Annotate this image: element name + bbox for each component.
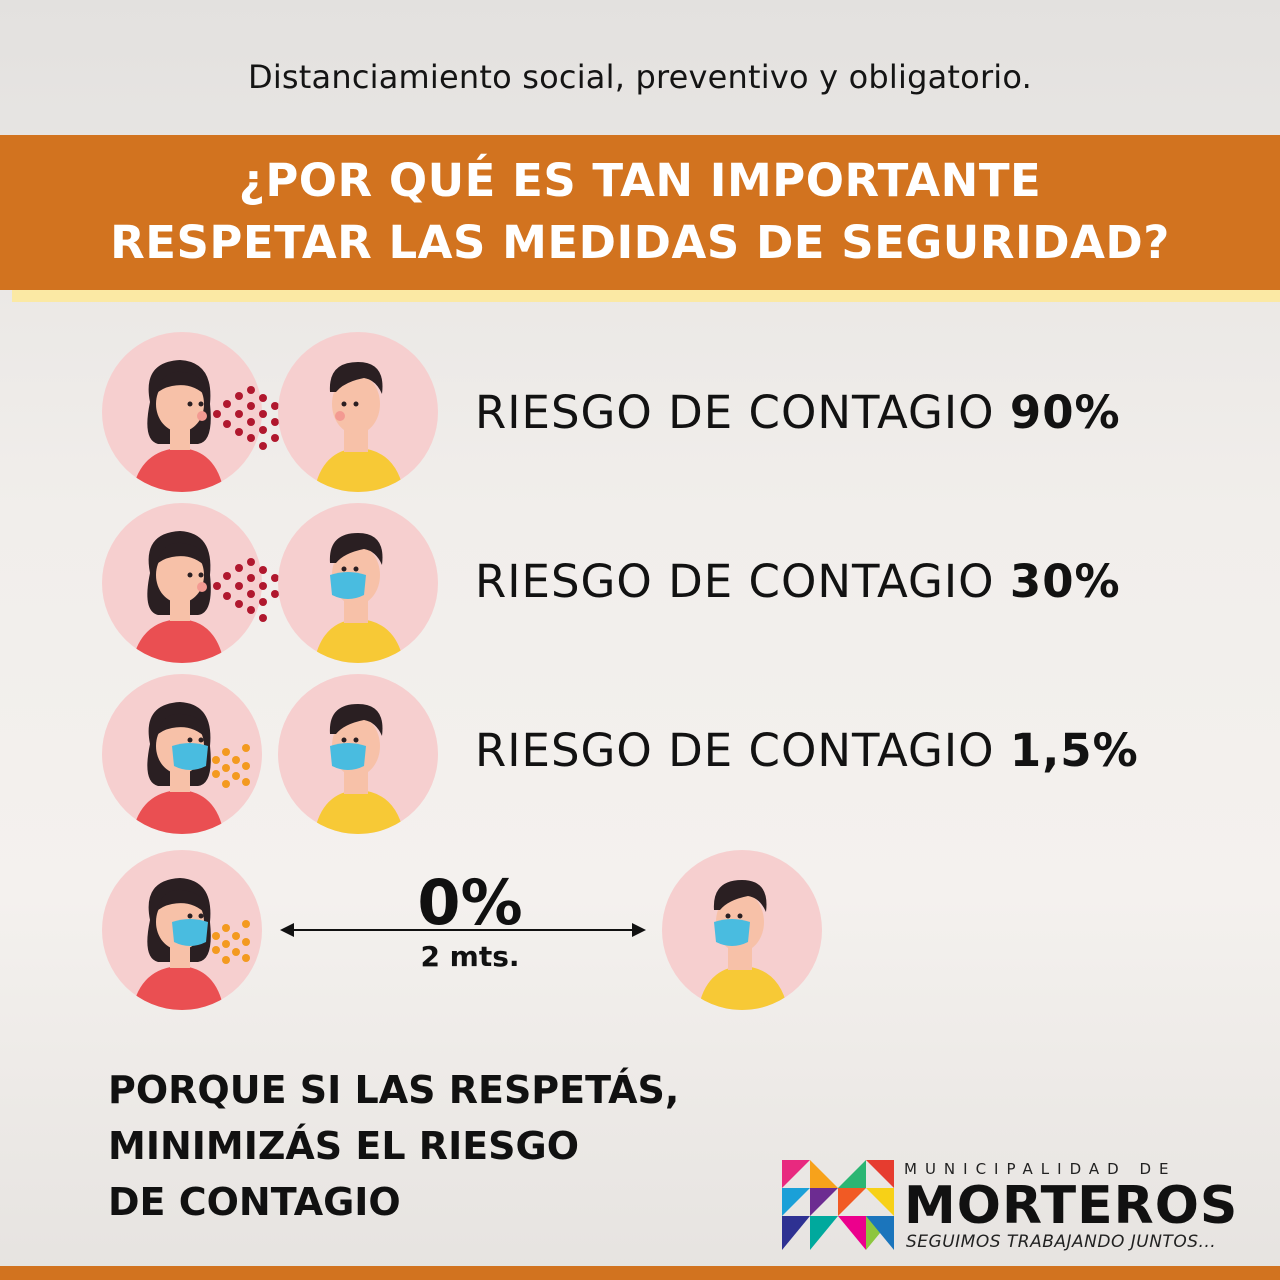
closing-line-1: PORQUE SI LAS RESPETÁS, [108,1068,680,1112]
risk-value: 30% [1009,555,1121,608]
closing-line-3: DE CONTAGIO [108,1180,401,1224]
distance-label: 2 mts. [420,940,520,973]
man-icon [662,850,822,1010]
closing-message: PORQUE SI LAS RESPETÁS, MINIMIZÁS EL RIE… [108,1062,679,1230]
risk-row-3: RIESGO DE CONTAGIO 1,5% [475,724,1139,777]
face-mask-icon [714,919,750,946]
logo-slogan: SEGUIMOS TRABAJANDO JUNTOS... [906,1232,1217,1252]
man-icon [278,674,438,834]
woman-icon [102,503,262,663]
header-subtitle: Distanciamiento social, preventivo y obl… [248,58,1032,96]
face-mask-icon [172,743,208,770]
page-title: ¿POR QUÉ ES TAN IMPORTANTE RESPETAR LAS … [0,150,1280,274]
risk-label: RIESGO DE CONTAGIO [475,555,995,608]
man-icon [278,503,438,663]
risk-value: 1,5% [1009,724,1139,777]
risk-row-2: RIESGO DE CONTAGIO 30% [475,555,1121,608]
droplets-icon [213,558,279,622]
title-line-2: RESPETAR LAS MEDIDAS DE SEGURIDAD? [110,216,1170,269]
closing-line-2: MINIMIZÁS EL RIESGO [108,1124,580,1168]
risk-label: RIESGO DE CONTAGIO [475,724,995,777]
distance-risk-value: 0% [417,866,523,939]
title-banner [0,135,1280,290]
risk-value: 90% [1009,386,1121,439]
title-line-1: ¿POR QUÉ ES TAN IMPORTANTE [238,154,1042,207]
bottom-bar [0,1266,1280,1280]
droplets-icon [212,920,250,964]
risk-row-1: RIESGO DE CONTAGIO 90% [475,386,1121,439]
man-icon [278,332,438,492]
morteros-logo-icon [782,1160,894,1250]
face-mask-icon [330,572,366,599]
woman-icon [102,850,262,1010]
logo-small-text: MUNICIPALIDAD DE [904,1160,1177,1178]
double-arrow-icon [280,923,646,937]
droplets-icon [212,744,250,788]
woman-icon [102,674,262,834]
logo-name: MORTEROS [904,1176,1239,1236]
face-mask-icon [172,919,208,946]
face-mask-icon [330,743,366,770]
morteros-logo: MUNICIPALIDAD DE MORTEROS SEGUIMOS TRABA… [782,1160,1272,1260]
risk-label: RIESGO DE CONTAGIO [475,386,995,439]
woman-icon [102,332,262,492]
banner-underline [12,290,1280,302]
